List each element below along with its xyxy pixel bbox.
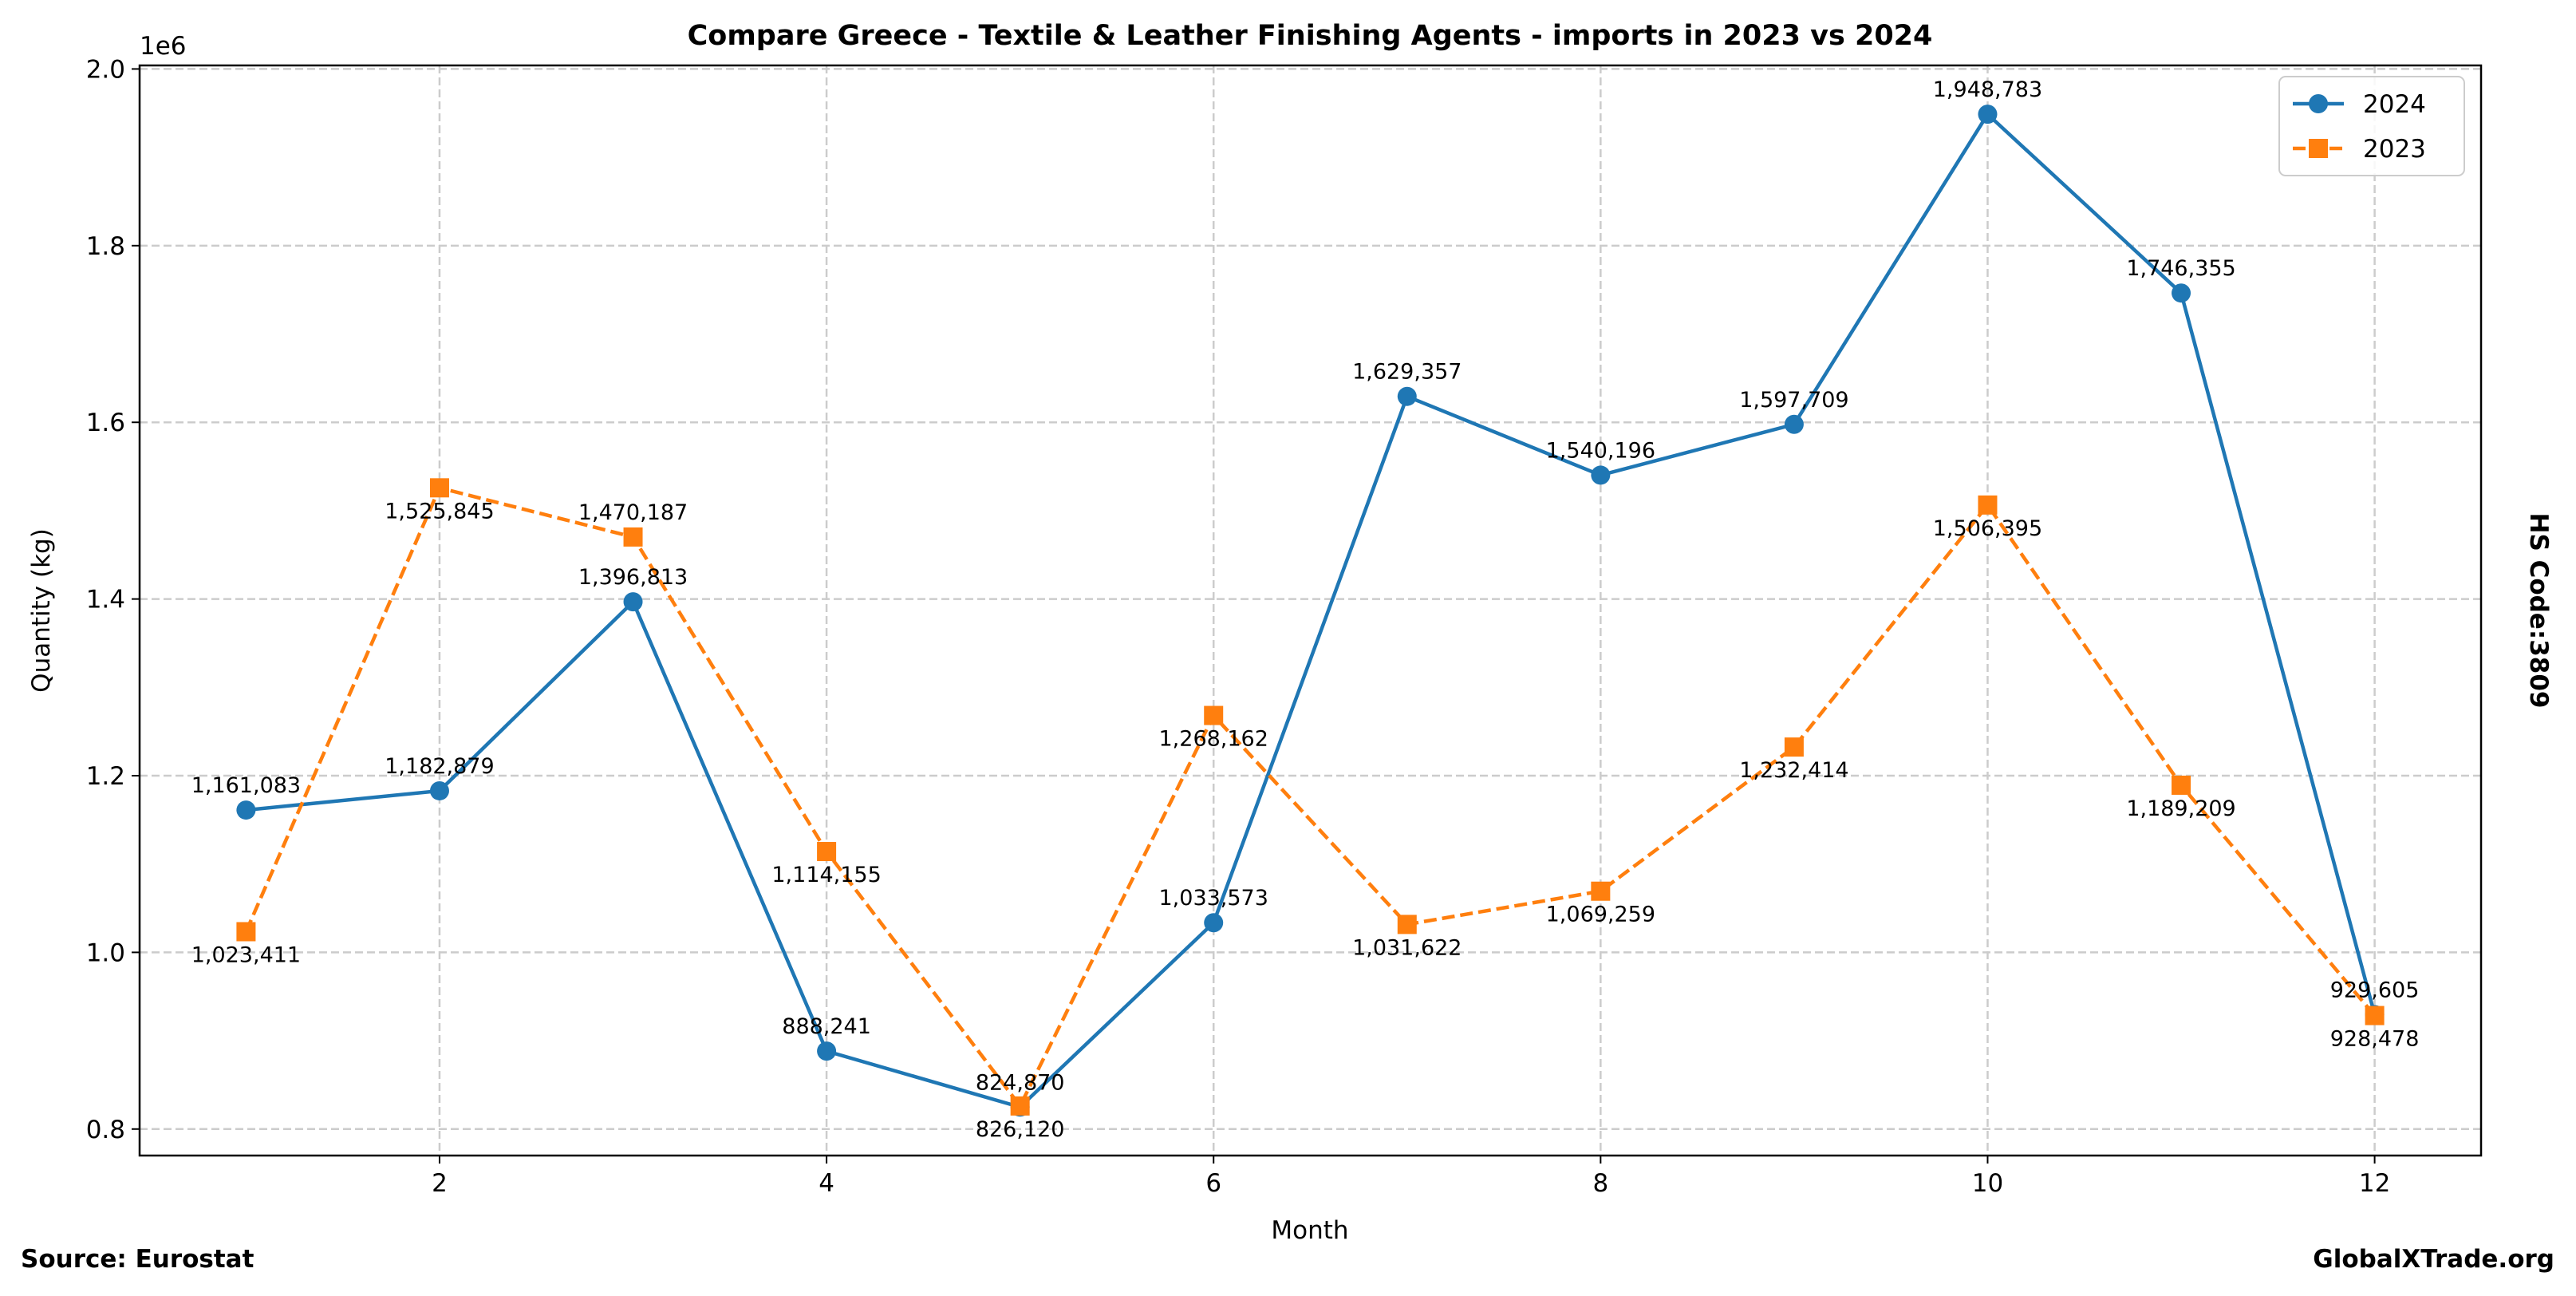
y-offset-label: 1e6: [140, 32, 187, 61]
y-tick-label: 1.4: [86, 586, 125, 614]
legend-marker-2023: [2309, 139, 2328, 158]
data-label-2024: 888,241: [782, 1014, 871, 1039]
data-label-2024: 1,948,783: [1933, 77, 2042, 102]
data-point-2023: [236, 922, 256, 942]
data-label-2023: 826,120: [976, 1117, 1065, 1142]
chart-title: Compare Greece - Textile & Leather Finis…: [688, 20, 1933, 52]
x-tick-label: 2: [432, 1169, 448, 1198]
y-tick-label: 1.8: [86, 232, 125, 261]
data-point-2024: [2172, 283, 2191, 303]
data-point-2023: [429, 478, 449, 498]
data-label-2023: 1,525,845: [385, 499, 494, 524]
plot-frame: [138, 64, 2483, 1157]
data-label-2024: 1,033,573: [1159, 886, 1268, 911]
y-tick-label: 1.2: [86, 762, 125, 791]
data-label-2024: 1,629,357: [1352, 360, 1462, 385]
data-point-2023: [1784, 737, 1804, 757]
data-point-2024: [1591, 465, 1611, 485]
data-point-2024: [1397, 386, 1417, 406]
data-label-2024: 1,182,879: [385, 754, 494, 779]
data-point-2023: [2172, 775, 2191, 795]
data-point-2023: [1978, 495, 1998, 515]
x-tick-label: 10: [1972, 1169, 2003, 1198]
axis-ticks: 2 4 6 8 10 12 0.8 1.0 1.2 1.4 1.6 1.8 2.0: [86, 55, 2391, 1198]
data-point-2023: [623, 527, 643, 547]
data-label-2023: 1,506,395: [1933, 516, 2042, 541]
x-axis-label: Month: [1271, 1216, 1348, 1245]
site-label: GlobalXTrade.org: [2313, 1245, 2554, 1274]
x-tick-label: 4: [819, 1169, 834, 1198]
data-labels: 1,161,083 1,182,879 1,396,813 888,241 824,87…: [191, 77, 2420, 1142]
x-tick-label: 12: [2359, 1169, 2390, 1198]
data-label-2023: 1,069,259: [1546, 903, 1655, 927]
y-tick-label: 1.0: [86, 938, 125, 967]
data-label-2023: 1,189,209: [2126, 796, 2235, 821]
legend-marker-2024: [2309, 94, 2328, 113]
legend: 2024 2023: [2278, 76, 2465, 176]
data-label-2024: 1,161,083: [191, 773, 301, 798]
series-line-2024: [246, 111, 2377, 1109]
y-tick-label: 0.8: [86, 1116, 125, 1144]
y-tick-label: 1.6: [86, 409, 125, 437]
legend-label-2023: 2023: [2363, 135, 2426, 164]
series-line-2023: [244, 485, 2377, 1110]
data-label-2024: 1,540,196: [1546, 438, 1655, 463]
y-tick-label: 2.0: [86, 55, 125, 84]
data-point-2024: [1204, 913, 1224, 933]
data-point-2024: [429, 780, 449, 800]
data-label-2024: 1,597,709: [1739, 388, 1848, 413]
data-point-2024: [1978, 105, 1998, 124]
data-point-2023: [2365, 1006, 2385, 1025]
x-tick-label: 8: [1592, 1169, 1608, 1198]
data-point-2023: [1591, 881, 1611, 901]
grid: [140, 65, 2481, 1156]
data-label-2024: 824,870: [976, 1070, 1065, 1095]
data-point-2023: [1204, 705, 1224, 725]
data-label-2023: 1,031,622: [1352, 935, 1462, 960]
data-point-2024: [1784, 414, 1804, 434]
data-label-2024: 1,396,813: [578, 565, 688, 590]
data-label-2023: 1,232,414: [1739, 758, 1848, 783]
legend-label-2024: 2024: [2363, 90, 2426, 119]
data-point-2023: [817, 842, 837, 862]
data-label-2023: 1,023,411: [191, 942, 301, 967]
data-label-2023: 1,114,155: [771, 863, 881, 887]
data-label-2023: 928,478: [2330, 1027, 2420, 1052]
series-layer: [236, 105, 2385, 1117]
data-label-2024: 1,746,355: [2126, 256, 2235, 281]
data-point-2024: [236, 800, 256, 820]
source-label: Source: Eurostat: [21, 1245, 254, 1274]
data-label-2024: 929,605: [2330, 978, 2420, 1002]
data-label-2023: 1,470,187: [578, 500, 688, 525]
y-axis-label: Quantity (kg): [27, 528, 56, 693]
data-point-2024: [623, 592, 643, 612]
hs-code-label: HS Code:3809: [2524, 512, 2553, 708]
data-point-2023: [1397, 915, 1417, 934]
data-label-2023: 1,268,162: [1159, 727, 1268, 752]
data-point-2023: [1010, 1096, 1030, 1116]
x-tick-label: 6: [1205, 1169, 1221, 1198]
data-point-2024: [817, 1041, 837, 1061]
